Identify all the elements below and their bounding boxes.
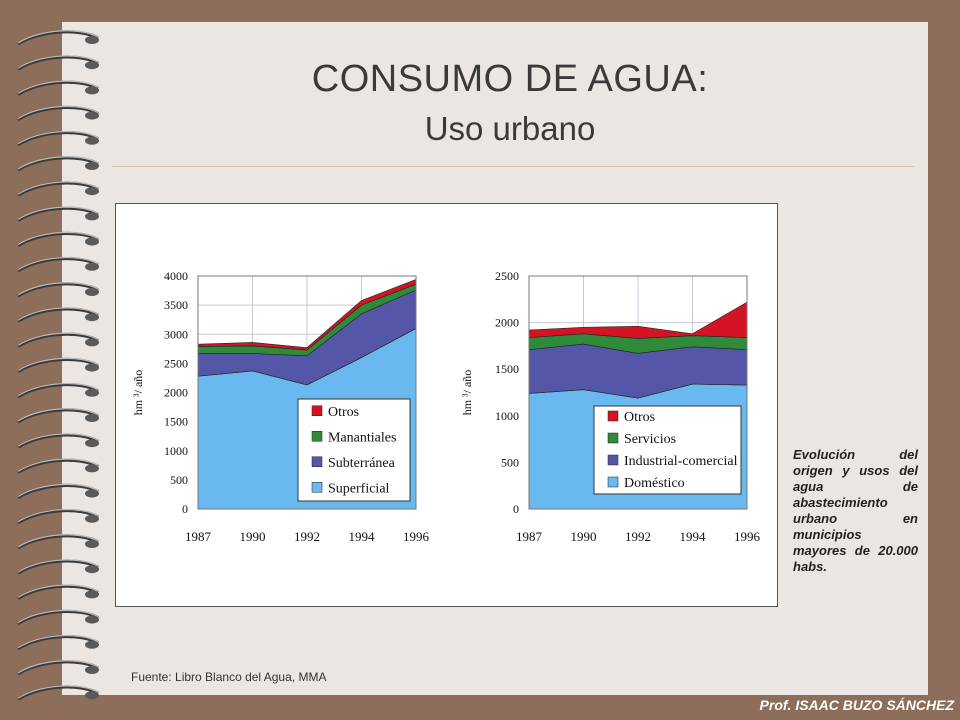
y-tick-label: 2500	[164, 356, 188, 370]
x-tick-label: 1994	[680, 529, 707, 544]
slide-subtitle: Uso urbano	[424, 110, 596, 147]
title-divider	[112, 166, 914, 167]
spiral-ring	[17, 634, 99, 651]
chart-2: 0 500 1000 1500 2000 2500 1987 1990 1992 1994 1996…	[460, 269, 761, 544]
author-footer: Prof. ISAAC BUZO SÁNCHEZ	[759, 697, 954, 713]
plot-frame	[528, 275, 748, 510]
x-tick-label: 1992	[625, 529, 651, 544]
legend-label: Otros	[624, 410, 655, 425]
x-tick-label: 1987	[516, 529, 543, 544]
legend-label: Subterránea	[328, 456, 396, 471]
legend-swatch	[311, 431, 323, 442]
legend-swatch	[607, 454, 619, 466]
x-tick-label: 1996	[734, 529, 761, 544]
spiral-ring	[17, 508, 99, 525]
y-axis-label: hm ³/ año	[460, 370, 474, 416]
legend-swatch	[311, 456, 323, 467]
chart-description: Evolución del origen y usos del agua de …	[793, 447, 918, 574]
legend-label: Otros	[328, 405, 359, 420]
y-tick-label: 4000	[164, 269, 188, 283]
spiral-ring	[17, 559, 99, 575]
x-tick-label: 1992	[294, 529, 320, 544]
x-tick-label: 1994	[349, 529, 376, 544]
y-tick-label: 2000	[495, 316, 519, 330]
spiral-ring	[17, 30, 99, 46]
x-tick-label: 1996	[403, 529, 430, 544]
spiral-ring	[17, 307, 99, 323]
y-tick-label: 1500	[164, 415, 188, 429]
spiral-ring	[17, 609, 99, 625]
spiral-ring	[17, 382, 99, 399]
chart-legend: Otros Servicios Industrial-comercial Domést…	[593, 405, 742, 495]
spiral-ring	[17, 483, 99, 499]
spiral-ring	[17, 231, 99, 247]
spiral-ring	[17, 55, 99, 71]
legend-label: Doméstico	[624, 476, 685, 491]
y-axis-label: hm ³/ año	[131, 370, 145, 416]
slide-title: CONSUMO DE AGUA:	[311, 58, 709, 100]
y-tick-label: 500	[170, 473, 188, 487]
legend-swatch	[607, 410, 619, 422]
plot-frame	[197, 275, 417, 510]
legend-label: Servicios	[624, 432, 676, 447]
spiral-ring	[17, 80, 99, 96]
spiral-ring	[17, 130, 99, 147]
spiral-ring	[17, 332, 99, 348]
spiral-ring	[17, 660, 99, 676]
spiral-ring	[17, 206, 99, 222]
x-tick-label: 1990	[240, 529, 266, 544]
y-tick-label: 2000	[164, 386, 188, 400]
spiral-ring	[17, 256, 99, 273]
chart-panel: 0 500 1000 1500 2000 2500 3000 3500 4000 1987 1990…	[115, 203, 778, 607]
spiral-ring	[17, 534, 99, 550]
spiral-ring	[17, 105, 99, 121]
legend-label: Industrial-comercial	[624, 454, 738, 469]
legend-swatch	[311, 405, 323, 416]
y-tick-label: 1500	[495, 362, 519, 376]
spiral-ring	[17, 408, 99, 424]
legend-label: Manantiales	[328, 430, 396, 445]
y-tick-label: 3500	[164, 298, 188, 312]
spiral-ring	[17, 357, 99, 373]
y-tick-label: 0	[513, 502, 519, 516]
y-tick-label: 2500	[495, 269, 519, 283]
legend-label: Superficial	[328, 481, 390, 496]
chart-1: 0 500 1000 1500 2000 2500 3000 3500 4000 1987 1990…	[131, 269, 430, 544]
spiral-binding	[17, 30, 99, 701]
charts-canvas: 0 500 1000 1500 2000 2500 3000 3500 4000 1987 1990…	[131, 269, 761, 544]
y-tick-label: 500	[501, 455, 519, 469]
spiral-ring	[17, 584, 99, 600]
spiral-ring	[17, 685, 99, 701]
spiral-ring	[17, 433, 99, 449]
y-tick-label: 1000	[495, 409, 519, 423]
y-tick-label: 3000	[164, 327, 188, 341]
y-tick-label: 0	[182, 502, 188, 516]
legend-swatch	[607, 476, 619, 488]
spiral-ring	[17, 282, 99, 298]
chart-legend: Otros Manantiales Subterránea Superficial	[297, 398, 411, 502]
spiral-ring	[17, 181, 99, 197]
spiral-ring	[17, 458, 99, 474]
source-note: Fuente: Libro Blanco del Agua, MMA	[131, 670, 327, 684]
x-tick-label: 1990	[571, 529, 597, 544]
legend-swatch	[311, 482, 323, 493]
y-tick-label: 1000	[164, 444, 188, 458]
spiral-ring	[17, 156, 99, 172]
legend-swatch	[607, 432, 619, 444]
x-tick-label: 1987	[185, 529, 212, 544]
